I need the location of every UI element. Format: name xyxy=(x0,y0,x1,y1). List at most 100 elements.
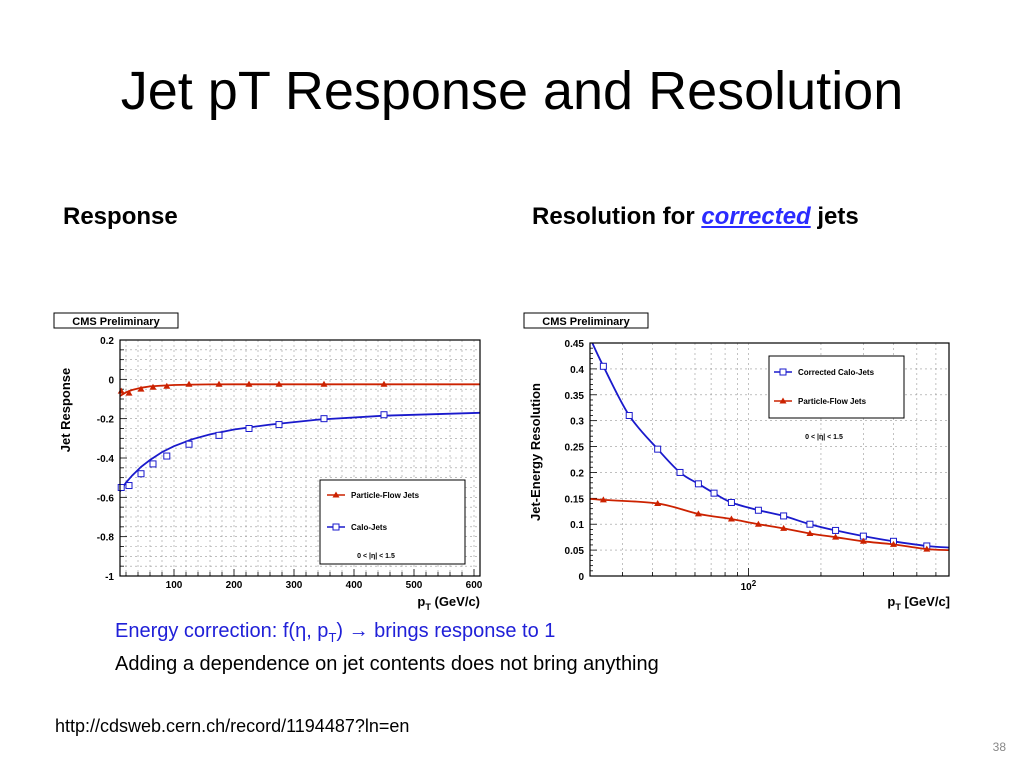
x-tick-label: 100 xyxy=(166,580,183,591)
data-point-calo xyxy=(215,431,223,439)
y-tick-label: -0.2 xyxy=(97,415,115,426)
cms-badge-label: CMS Preliminary xyxy=(542,316,630,328)
y-tick-label: 0.05 xyxy=(565,546,585,557)
data-point-calo xyxy=(320,415,328,423)
data-series xyxy=(590,343,949,552)
data-point-pf xyxy=(117,387,125,394)
grid-lines xyxy=(590,342,949,576)
legend-label-calo: Corrected Calo-Jets xyxy=(798,368,875,377)
data-point-pf xyxy=(215,380,223,387)
eta-range-note: 0 < |η| < 1.5 xyxy=(805,434,843,441)
legend: Corrected Calo-Jets Particle-Flow Jets xyxy=(768,355,905,419)
data-point-calo xyxy=(149,460,157,468)
legend-label-calo: Calo-Jets xyxy=(351,523,388,532)
data-point-calo xyxy=(245,425,253,432)
y-tick-label: 0.1 xyxy=(570,520,584,531)
y-tick-label: -1 xyxy=(105,572,114,583)
resolution-heading-suffix: jets xyxy=(810,203,859,230)
source-url-link[interactable]: http://cdsweb.cern.ch/record/1194487?ln=… xyxy=(55,716,410,736)
data-point-pf xyxy=(889,540,897,547)
data-point-calo xyxy=(125,482,133,490)
y-tick-label: 0 xyxy=(108,375,114,386)
fit-curve-calo xyxy=(119,411,481,492)
data-point-calo xyxy=(275,421,283,429)
cms-badge-label: CMS Preliminary xyxy=(72,316,160,328)
data-point-pf xyxy=(245,380,253,387)
note1-end: brings response to 1 xyxy=(368,620,556,642)
energy-correction-note: Energy correction: f(η, pT) → brings res… xyxy=(115,620,555,645)
note1-sub: T xyxy=(328,630,337,645)
arrow-icon: → xyxy=(348,620,369,642)
note1-suffix: ) xyxy=(336,620,349,642)
y-tick-label: 0.45 xyxy=(565,339,585,350)
data-point-pf xyxy=(163,382,171,389)
x-axis-label-unit: [GeV/c] xyxy=(901,594,950,609)
x-axis-label-unit: (GeV/c) xyxy=(431,594,480,609)
data-point-calo xyxy=(710,489,718,497)
data-point-pf xyxy=(125,389,133,396)
data-point-calo xyxy=(117,484,125,491)
resolution-chart: CMS Preliminary Jet-Energy Resolution pT… xyxy=(512,300,970,620)
data-point-calo xyxy=(625,411,633,419)
x-axis-label-sub: T xyxy=(895,602,901,612)
response-heading: Response xyxy=(63,203,178,230)
data-point-calo xyxy=(754,506,762,514)
plot-frame xyxy=(119,339,481,577)
legend-marker-calo xyxy=(332,523,340,531)
x-axis-label-sub: T xyxy=(425,602,431,612)
data-point-pf xyxy=(137,385,145,392)
data-point-pf xyxy=(149,383,157,390)
data-point-pf xyxy=(806,530,814,537)
data-point-calo xyxy=(599,362,607,370)
resolution-heading-prefix: Resolution for xyxy=(532,203,702,230)
cms-badge-box xyxy=(523,312,649,329)
data-point-calo xyxy=(832,526,840,534)
y-tick-label: 0.2 xyxy=(570,468,584,479)
data-point-pf xyxy=(185,380,193,387)
data-point-pf xyxy=(727,515,735,522)
legend-marker-calo xyxy=(779,368,787,376)
data-point-calo xyxy=(676,468,684,476)
y-tick-label: -0.6 xyxy=(97,493,115,504)
data-point-calo xyxy=(380,411,388,419)
fit-curve-pf xyxy=(119,383,480,397)
slide-title: Jet pT Response and Resolution xyxy=(120,61,904,121)
x-axis-label: pT (GeV/c) xyxy=(417,594,480,612)
y-tick-label: 0.3 xyxy=(570,417,584,428)
data-point-pf xyxy=(694,510,702,517)
data-point-pf xyxy=(754,520,762,527)
y-tick-label: 0.15 xyxy=(565,494,585,505)
y-tick-label: 0.35 xyxy=(565,391,585,402)
y-tick-label: 0.4 xyxy=(570,365,584,376)
axis-ticks: 100 200 300 400 500 600 0.2 0 -0.2 -0.4 -0.6 -0.8 -1 xyxy=(97,336,483,591)
x-tick-label: 200 xyxy=(226,580,243,591)
x-tick-label: 102 xyxy=(741,579,757,593)
data-point-pf xyxy=(832,533,840,540)
data-point-pf xyxy=(923,545,931,552)
x-tick-label: 300 xyxy=(286,580,303,591)
resolution-heading: Resolution for corrected jets xyxy=(532,203,859,231)
response-chart-svg: CMS Preliminary Jet Response pT (GeV/c) … xyxy=(53,312,483,612)
legend-marker-pf xyxy=(779,397,787,404)
data-point-calo xyxy=(185,440,193,448)
x-axis-label-main: p xyxy=(417,594,425,609)
data-point-calo xyxy=(654,445,662,453)
legend: Particle-Flow Jets Calo-Jets 0 < |η| < 1… xyxy=(319,479,466,565)
y-tick-label: 0.2 xyxy=(100,336,114,347)
x-tick-label: 600 xyxy=(466,580,483,591)
y-tick-label: 0.25 xyxy=(565,443,585,454)
legend-eta-note: 0 < |η| < 1.5 xyxy=(357,553,395,560)
corrected-link[interactable]: corrected xyxy=(701,203,811,230)
x-axis-label-main: p xyxy=(887,594,895,609)
legend-box xyxy=(768,355,905,419)
resolution-chart-svg: CMS Preliminary Jet-Energy Resolution pT… xyxy=(523,312,950,612)
legend-label-pf: Particle-Flow Jets xyxy=(798,397,867,406)
data-point-pf xyxy=(275,380,283,387)
cms-badge-box xyxy=(53,312,179,329)
y-axis-label: Jet-Energy Resolution xyxy=(528,383,543,521)
y-tick-label: -0.8 xyxy=(97,533,115,544)
data-point-calo xyxy=(727,498,735,506)
note1-prefix: Energy correction: f(η, p xyxy=(115,620,329,642)
y-tick-label: -0.4 xyxy=(97,454,115,465)
data-point-pf xyxy=(859,537,867,544)
